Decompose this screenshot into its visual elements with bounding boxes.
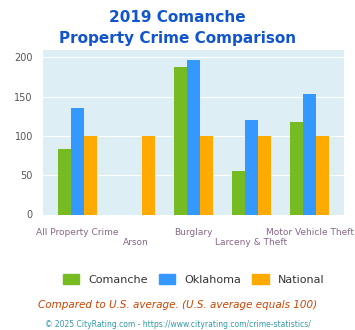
- Bar: [174, 67, 187, 214]
- Text: All Property Crime: All Property Crime: [36, 228, 119, 237]
- Bar: [71, 109, 84, 214]
- Bar: [258, 136, 271, 214]
- Text: Burglary: Burglary: [174, 228, 213, 237]
- Text: Property Crime Comparison: Property Crime Comparison: [59, 31, 296, 46]
- Bar: [142, 136, 154, 214]
- Text: Motor Vehicle Theft: Motor Vehicle Theft: [266, 228, 354, 237]
- Text: Larceny & Theft: Larceny & Theft: [215, 238, 288, 247]
- Bar: [316, 136, 329, 214]
- Bar: [290, 122, 303, 214]
- Bar: [187, 60, 200, 214]
- Bar: [303, 94, 316, 214]
- Text: Arson: Arson: [122, 238, 148, 247]
- Bar: [58, 149, 71, 214]
- Text: © 2025 CityRating.com - https://www.cityrating.com/crime-statistics/: © 2025 CityRating.com - https://www.city…: [45, 320, 310, 329]
- Legend: Comanche, Oklahoma, National: Comanche, Oklahoma, National: [58, 270, 329, 289]
- Bar: [84, 136, 97, 214]
- Text: Compared to U.S. average. (U.S. average equals 100): Compared to U.S. average. (U.S. average …: [38, 300, 317, 310]
- Text: 2019 Comanche: 2019 Comanche: [109, 10, 246, 25]
- Bar: [245, 120, 258, 214]
- Bar: [200, 136, 213, 214]
- Bar: [233, 171, 245, 214]
